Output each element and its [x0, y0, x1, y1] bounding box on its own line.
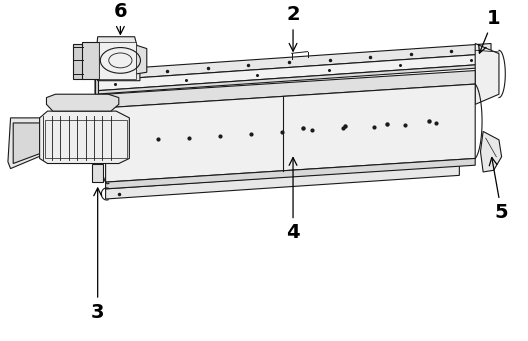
Polygon shape [73, 44, 83, 79]
Polygon shape [95, 64, 491, 94]
Polygon shape [82, 42, 99, 79]
Polygon shape [106, 84, 475, 182]
Text: 5: 5 [489, 158, 508, 222]
Polygon shape [95, 37, 140, 81]
Polygon shape [46, 94, 119, 111]
Polygon shape [106, 71, 475, 108]
Polygon shape [40, 111, 129, 164]
Polygon shape [106, 159, 475, 189]
Text: 4: 4 [286, 158, 300, 242]
Text: 2: 2 [286, 5, 300, 51]
Polygon shape [13, 123, 98, 164]
Polygon shape [8, 118, 103, 168]
Polygon shape [95, 54, 491, 91]
Polygon shape [136, 45, 147, 74]
Polygon shape [475, 44, 499, 104]
Polygon shape [95, 71, 98, 94]
Text: 6: 6 [114, 2, 127, 34]
Polygon shape [106, 165, 459, 199]
Polygon shape [95, 44, 491, 81]
Text: 3: 3 [91, 188, 105, 322]
Polygon shape [99, 42, 136, 79]
Polygon shape [480, 131, 502, 172]
Polygon shape [92, 164, 103, 182]
Text: 1: 1 [479, 9, 501, 53]
